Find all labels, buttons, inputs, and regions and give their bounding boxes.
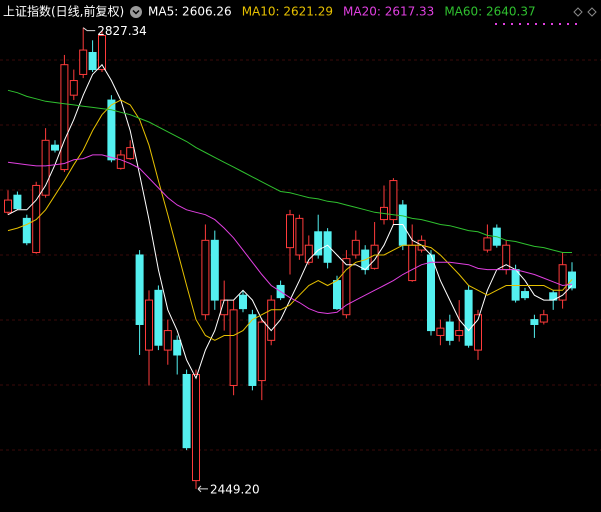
ma-line <box>7 89 572 253</box>
plot-area: 2827.34 2449.20 <box>4 24 576 496</box>
candle-body <box>98 34 106 71</box>
ma-line <box>7 154 573 315</box>
candle-body <box>521 291 529 299</box>
annotation: 2827.34 <box>97 24 147 38</box>
candle-body <box>60 64 69 171</box>
candle-body <box>295 217 304 256</box>
candle-body <box>464 289 473 346</box>
candle-body <box>22 217 31 244</box>
candle-body <box>13 194 22 210</box>
legend-entry: MA10: 2621.29 <box>242 5 333 19</box>
icon-chevron[interactable] <box>132 9 140 15</box>
candle-body <box>88 51 97 71</box>
candle-body <box>145 299 153 351</box>
candle-body <box>79 49 88 75</box>
candle-body <box>201 239 210 316</box>
ma-line <box>7 63 573 380</box>
candle-body <box>173 339 182 356</box>
candle-body <box>408 244 417 282</box>
candle-body <box>511 269 520 301</box>
candle-body <box>427 254 435 332</box>
candle-body <box>333 280 341 310</box>
candle-body <box>210 239 219 301</box>
candle-body <box>436 327 445 336</box>
ma-line <box>7 99 573 341</box>
annotation: 2449.20 <box>210 482 260 496</box>
candle-body <box>530 319 539 325</box>
candle-body <box>69 80 78 96</box>
candle-body <box>116 154 125 169</box>
candle-body <box>163 330 172 351</box>
candle-body <box>107 99 116 161</box>
candle-body <box>389 180 398 221</box>
candle-body <box>267 299 276 341</box>
candle-body <box>286 214 294 249</box>
candle-body <box>41 139 50 196</box>
candle-body <box>51 144 59 151</box>
legend-entry: MA60: 2640.37 <box>444 5 535 19</box>
chart-title: 上证指数(日线,前复权) <box>3 4 124 19</box>
annotation-arrow <box>197 485 208 493</box>
candle-body <box>314 231 323 256</box>
candle-body <box>257 321 266 382</box>
candle-body <box>342 258 351 316</box>
diamond-icon[interactable] <box>573 7 583 17</box>
icon-circle[interactable] <box>130 6 142 18</box>
candle-body <box>351 239 360 256</box>
candle-body <box>248 314 257 386</box>
diamond-icon[interactable] <box>587 7 597 17</box>
legend-entry: MA5: 2606.26 <box>148 5 232 19</box>
candle-body <box>239 294 247 310</box>
legend: MA5: 2606.26 MA10: 2621.29 MA20: 2617.33 MA… <box>148 5 536 19</box>
candle-body <box>126 147 135 160</box>
candle-body <box>539 314 548 323</box>
candle-body <box>182 373 191 449</box>
legend-entry: MA20: 2617.33 <box>343 5 434 19</box>
candle-body <box>135 254 144 325</box>
candle-body <box>4 199 12 213</box>
candle-body <box>483 237 492 251</box>
settings-icon[interactable] <box>130 6 142 18</box>
candle-body <box>445 321 454 341</box>
candle-body <box>192 373 200 482</box>
candle-body <box>229 309 238 386</box>
candle-body <box>154 289 163 346</box>
candle-body <box>304 244 313 263</box>
candle-body <box>474 314 482 351</box>
candle-body <box>455 330 464 336</box>
candle-body <box>558 264 567 301</box>
annotation-leader <box>82 27 96 32</box>
